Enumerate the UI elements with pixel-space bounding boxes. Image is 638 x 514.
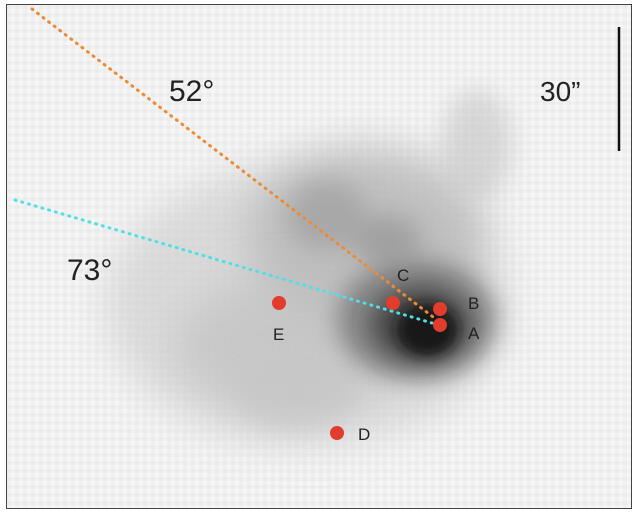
scale-bar-label: 30” bbox=[540, 76, 581, 107]
marker-d bbox=[330, 426, 344, 440]
angle-label-73: 73° bbox=[67, 254, 113, 287]
point-label-d: D bbox=[358, 425, 371, 444]
marker-e bbox=[272, 296, 286, 310]
astronomical-image: 52° 73° 30” C B A E D bbox=[6, 4, 632, 509]
nebula-glow bbox=[107, 90, 512, 445]
cyan-dotted-line bbox=[13, 198, 434, 325]
point-label-a: A bbox=[468, 324, 480, 343]
marker-b bbox=[433, 302, 447, 316]
angle-label-52: 52° bbox=[169, 75, 215, 108]
marker-a bbox=[433, 318, 447, 332]
marker-c bbox=[386, 296, 400, 310]
point-label-b: B bbox=[468, 294, 480, 313]
image-canvas bbox=[7, 5, 631, 508]
orange-dotted-line bbox=[30, 7, 439, 322]
point-label-c: C bbox=[397, 266, 410, 285]
point-label-e: E bbox=[273, 325, 285, 344]
